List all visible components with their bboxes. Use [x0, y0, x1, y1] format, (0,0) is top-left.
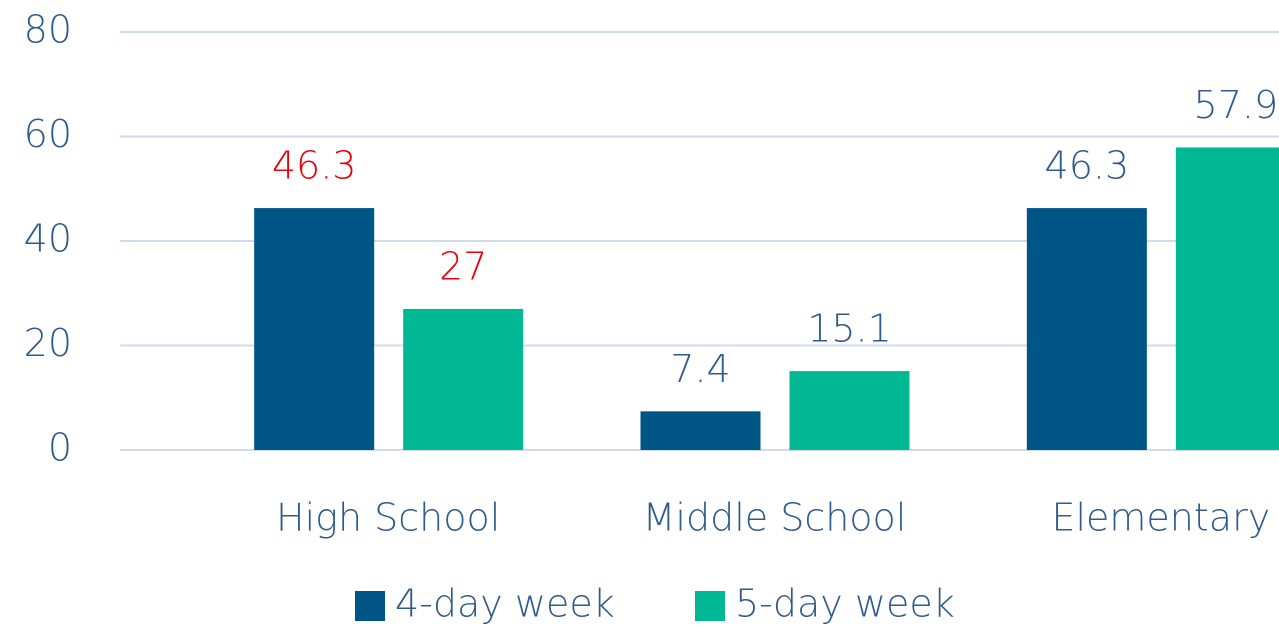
data-label: 27	[439, 244, 487, 288]
x-tick-label: High School	[276, 496, 500, 540]
x-tick-label: Elementary	[1051, 496, 1270, 540]
bar	[1175, 147, 1279, 450]
x-tick-label: Middle School	[643, 496, 907, 540]
data-label: 46.3	[1045, 144, 1130, 188]
bar	[789, 371, 910, 450]
y-tick-label: 20	[24, 321, 72, 365]
legend-label: 4-day week	[395, 582, 615, 626]
legend-swatch	[355, 591, 385, 621]
bar	[254, 208, 375, 450]
legend-swatch	[695, 591, 725, 621]
legend-label: 5-day week	[735, 582, 955, 626]
y-tick-label: 0	[48, 426, 72, 470]
data-label: 15.1	[807, 307, 892, 351]
bar	[1026, 208, 1147, 450]
data-label: 57.9	[1194, 83, 1279, 127]
bar	[403, 308, 524, 450]
data-label: 7.4	[670, 347, 730, 391]
y-tick-label: 60	[24, 112, 72, 156]
y-tick-label: 80	[24, 8, 72, 52]
data-label: 46.3	[272, 144, 357, 188]
y-tick-label: 40	[24, 217, 72, 261]
bar	[640, 411, 761, 450]
